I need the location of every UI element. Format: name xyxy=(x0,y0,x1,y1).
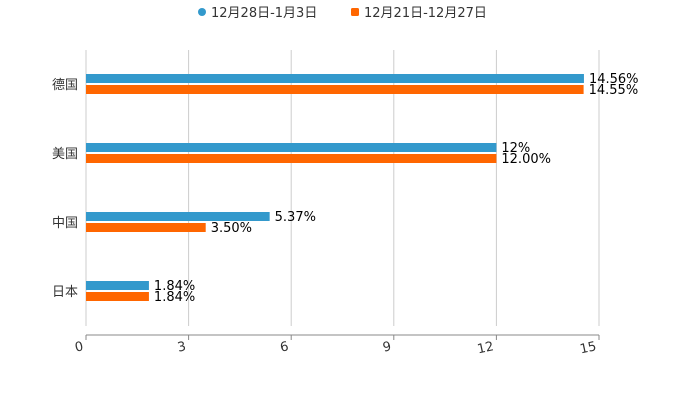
data-label: 5.37% xyxy=(275,210,316,225)
bar xyxy=(86,223,206,232)
x-tick-label: 3 xyxy=(176,339,187,355)
bar xyxy=(86,85,584,94)
data-label: 12.00% xyxy=(501,152,551,167)
legend-label: 12月21日-12月27日 xyxy=(364,6,487,21)
x-tick-label: 15 xyxy=(579,339,598,357)
x-tick-label: 9 xyxy=(381,339,392,355)
data-label: 3.50% xyxy=(211,221,252,236)
y-category-label: 美国 xyxy=(52,147,78,162)
data-label: 14.55% xyxy=(589,83,639,98)
y-category-label: 德国 xyxy=(52,78,78,93)
y-category-label: 中国 xyxy=(52,216,78,231)
bar xyxy=(86,143,497,152)
data-label: 14.56% xyxy=(589,72,639,87)
bar xyxy=(86,281,149,290)
data-label: 1.84% xyxy=(154,290,195,305)
x-tick-label: 0 xyxy=(74,339,85,355)
x-tick-label: 6 xyxy=(279,339,290,355)
bar xyxy=(86,292,149,301)
x-tick-label: 12 xyxy=(476,339,495,357)
legend-label: 12月28日-1月3日 xyxy=(211,6,317,21)
bar xyxy=(86,154,497,163)
bar xyxy=(86,212,270,221)
data-label: 1.84% xyxy=(154,279,195,294)
legend-marker xyxy=(351,8,359,16)
legend-marker xyxy=(198,8,206,16)
y-category-label: 日本 xyxy=(52,285,78,300)
data-label: 12% xyxy=(501,141,530,156)
bar xyxy=(86,74,584,83)
